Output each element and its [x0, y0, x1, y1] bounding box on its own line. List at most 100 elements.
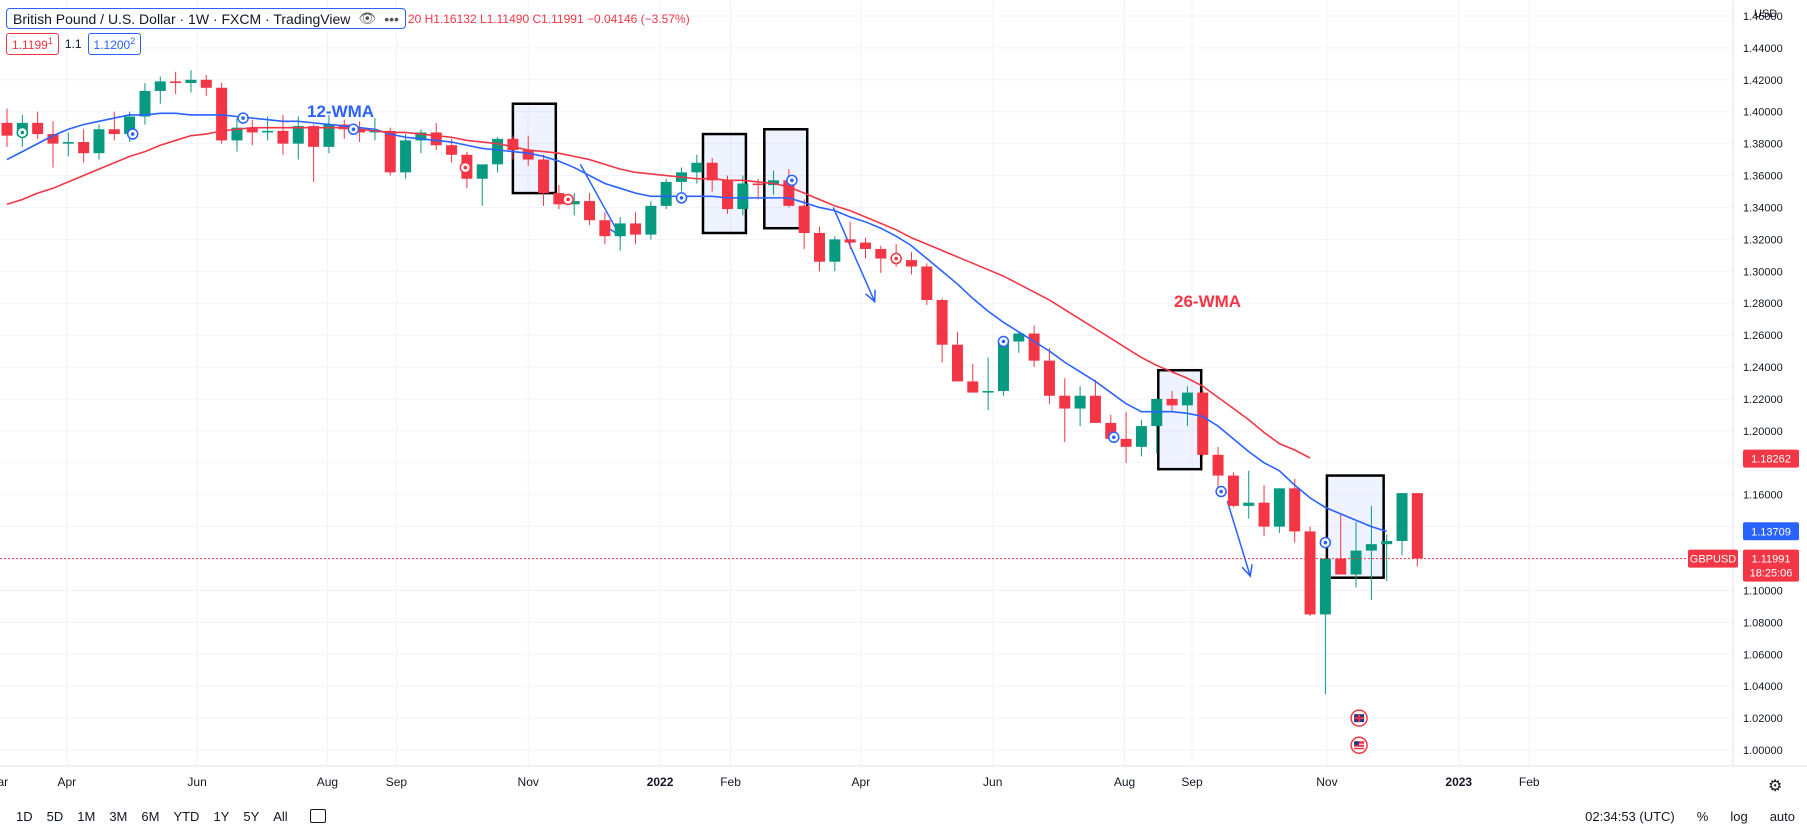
percent-toggle[interactable]: % — [1696, 808, 1709, 824]
range-1y[interactable]: 1Y — [213, 808, 230, 824]
wma26-line — [6, 126, 1311, 459]
y-tick-label: 1.26000 — [1743, 330, 1783, 342]
candle-body — [967, 381, 979, 393]
y-tick-label: 1.46000 — [1743, 11, 1783, 23]
x-tick-label: Sep — [386, 775, 408, 789]
candle-body — [47, 134, 59, 144]
moving-average-lines — [6, 112, 1387, 533]
log-toggle[interactable]: log — [1730, 808, 1748, 824]
candle-body — [1365, 544, 1377, 551]
candle-body — [185, 79, 197, 83]
event-icon-dot — [1001, 339, 1006, 344]
range-6m[interactable]: 6M — [141, 808, 160, 824]
calendar-icon[interactable] — [309, 809, 326, 823]
candle-body — [951, 344, 963, 382]
x-tick-label: Aug — [317, 775, 338, 789]
wma26-label: 26-WMA — [1174, 292, 1241, 311]
range-all[interactable]: All — [273, 808, 288, 824]
uk-flag-icon — [1350, 709, 1368, 727]
range-ytd[interactable]: YTD — [173, 808, 200, 824]
candle-body — [62, 142, 74, 144]
y-tick-label: 1.08000 — [1743, 617, 1783, 629]
price-badge-label: 1.18262 — [1751, 454, 1791, 466]
candle-body — [982, 390, 994, 393]
candle-body — [568, 201, 580, 205]
candle-body — [262, 130, 274, 133]
y-tick-label: 1.42000 — [1743, 75, 1783, 87]
time-axis[interactable]: Mar Apr Jun Aug Sep Nov 2022 Feb Apr Jun Aug Sep Nov… — [0, 775, 1540, 789]
candle-body — [1043, 360, 1055, 396]
y-tick-label: 1.34000 — [1743, 202, 1783, 214]
y-tick-label: 1.30000 — [1743, 266, 1783, 278]
y-tick-label: 1.40000 — [1743, 107, 1783, 119]
auto-toggle[interactable]: auto — [1769, 808, 1795, 824]
trend-arrow-line — [1226, 500, 1251, 577]
y-tick-label: 1.44000 — [1743, 43, 1783, 55]
candle-body — [1105, 422, 1117, 439]
eye-icon[interactable]: 👁︎ — [358, 10, 377, 26]
y-tick-label: 1.10000 — [1743, 585, 1783, 597]
candle-body — [737, 183, 749, 210]
buy-price-box[interactable]: 1.12002 — [87, 33, 142, 55]
sell-price-box[interactable]: 1.11991 — [6, 33, 59, 55]
candle-body — [1289, 488, 1301, 532]
candle-body — [354, 129, 366, 133]
candle-body — [614, 223, 626, 237]
currency-label[interactable]: USD — [1754, 8, 1777, 20]
y-tick-label: 1.24000 — [1743, 362, 1783, 374]
candle-body — [1227, 475, 1239, 506]
gear-icon[interactable]: ⚙ — [1768, 778, 1783, 795]
candle-body — [400, 140, 412, 173]
candle-body — [1089, 395, 1101, 423]
range-3m[interactable]: 3M — [109, 808, 128, 824]
candle-body — [1258, 502, 1270, 527]
candle-body — [1059, 395, 1071, 409]
candle-body — [798, 205, 810, 233]
y-tick-label: 1.20000 — [1743, 426, 1783, 438]
x-tick-label: Aug — [1114, 775, 1135, 789]
candle-body — [844, 239, 856, 243]
candle-body — [246, 127, 258, 133]
candle-body — [997, 341, 1009, 391]
x-tick-label: Sep — [1181, 775, 1203, 789]
y-tick-label: 1.38000 — [1743, 139, 1783, 151]
range-5y[interactable]: 5Y — [243, 808, 260, 824]
y-tick-label: 1.16000 — [1743, 490, 1783, 502]
candle-body — [32, 122, 44, 135]
chart-grid — [0, 0, 1733, 766]
event-icon-dot — [130, 132, 135, 136]
range-1m[interactable]: 1M — [77, 808, 96, 824]
price-axis[interactable]: 1.46000 1.44000 1.42000 1.40000 1.38000 1.360… — [1743, 11, 1783, 757]
trend-arrow-head — [865, 289, 876, 304]
x-tick-label: Feb — [720, 775, 741, 789]
y-tick-label: 1.04000 — [1743, 681, 1783, 693]
candle-body — [1013, 333, 1025, 342]
candle-body — [1166, 398, 1178, 406]
more-dots-icon[interactable]: ••• — [384, 10, 399, 27]
utc-clock[interactable]: 02:34:53 (UTC) — [1585, 808, 1675, 824]
y-tick-label: 1.02000 — [1743, 713, 1783, 725]
x-tick-label: Feb — [1519, 775, 1540, 789]
candle-body — [446, 145, 458, 155]
event-icon-dot — [241, 116, 245, 120]
candle-body — [921, 266, 933, 301]
candle-body — [308, 126, 320, 147]
symbol-title-box[interactable]: British Pound / U.S. Dollar · 1W · FXCM … — [6, 8, 406, 29]
candle-body — [170, 81, 182, 83]
trend-arrow-head — [1241, 564, 1253, 578]
y-tick-label: 1.28000 — [1743, 298, 1783, 310]
current-price-badge — [1743, 549, 1799, 582]
countdown-label: 18:25:06 — [1750, 568, 1793, 580]
event-icon-dot — [790, 178, 794, 183]
y-tick-label: 1.06000 — [1743, 649, 1783, 661]
range-1d[interactable]: 1D — [16, 808, 33, 824]
candle-body — [1, 122, 13, 136]
candle-body — [630, 223, 642, 235]
symbol-badge — [1688, 549, 1738, 568]
y-tick-label: 1.22000 — [1743, 394, 1783, 406]
candle-body — [1197, 392, 1209, 455]
spread-value: 1.1 — [64, 37, 82, 51]
range-5d[interactable]: 5D — [46, 808, 64, 824]
current-price-label: 1.11991 — [1752, 554, 1791, 566]
